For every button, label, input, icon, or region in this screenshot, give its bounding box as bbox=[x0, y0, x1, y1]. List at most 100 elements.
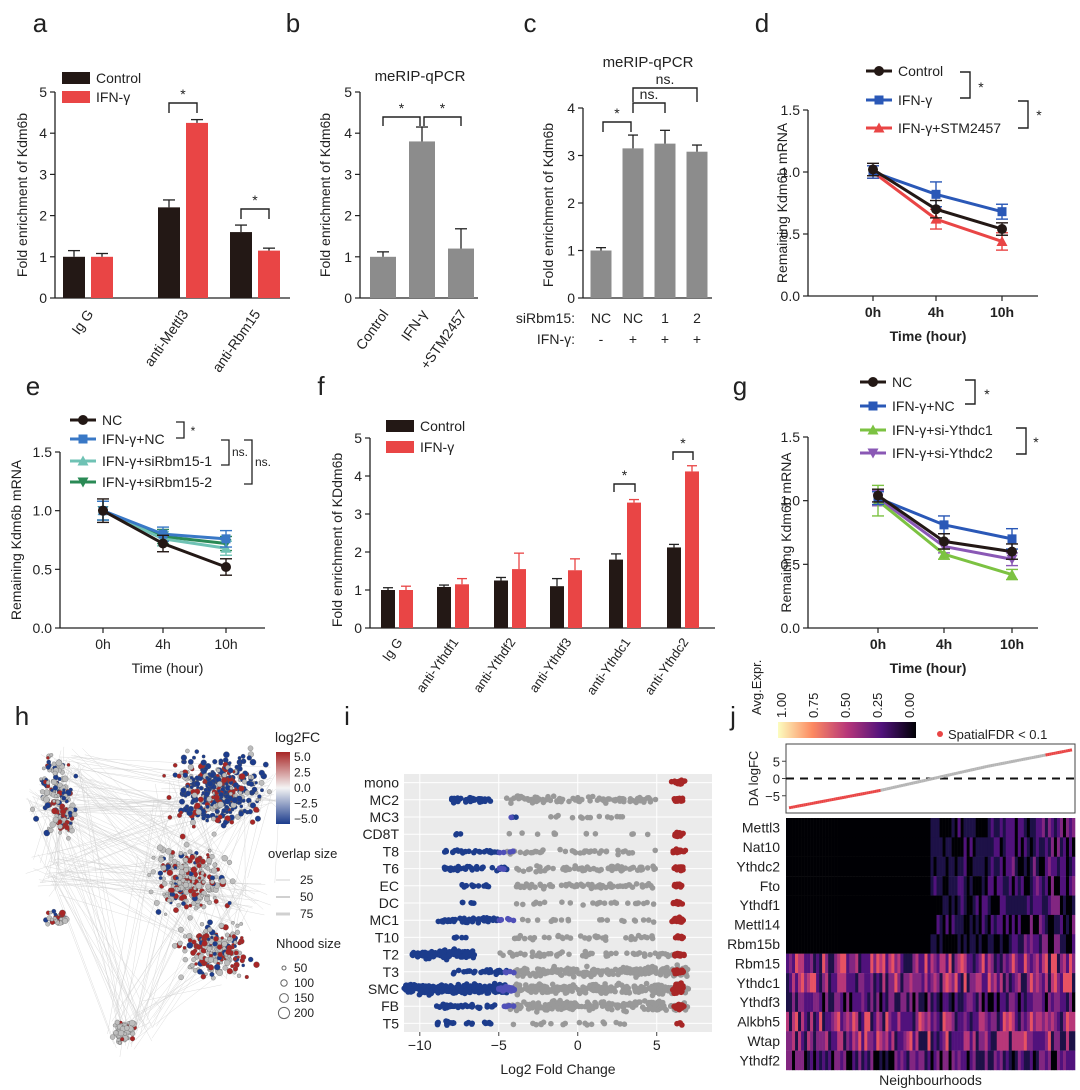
data-point bbox=[651, 865, 657, 871]
graph-node bbox=[224, 959, 231, 966]
heatmap-cell bbox=[960, 837, 964, 857]
graph-node bbox=[168, 856, 174, 862]
data-point bbox=[615, 851, 621, 858]
graph-node bbox=[206, 857, 213, 864]
heatmap-cell bbox=[951, 934, 955, 954]
heatmap-cell bbox=[1065, 856, 1070, 877]
graph-edge bbox=[212, 894, 242, 910]
data-point bbox=[606, 1000, 612, 1007]
graph-node bbox=[177, 886, 181, 891]
graph-node bbox=[194, 802, 201, 809]
heatmap-cell bbox=[1068, 818, 1073, 838]
data-point bbox=[635, 932, 642, 939]
graph-node bbox=[188, 888, 193, 894]
heatmap-cell bbox=[960, 818, 964, 838]
data-point bbox=[472, 988, 478, 995]
heatmap-cell bbox=[810, 876, 814, 896]
heatmap-cell bbox=[801, 895, 805, 916]
heatmap-cell bbox=[996, 818, 1001, 838]
heatmap-cell bbox=[813, 895, 817, 916]
bar bbox=[258, 250, 280, 298]
graph-edge bbox=[51, 878, 115, 1045]
heatmap-cell bbox=[870, 895, 874, 916]
heatmap-cell bbox=[1071, 856, 1076, 877]
graph-node bbox=[71, 811, 78, 818]
graph-node bbox=[205, 866, 211, 871]
data-point bbox=[551, 965, 557, 971]
x-tick-label: Control bbox=[352, 307, 391, 353]
heatmap-cell bbox=[924, 818, 928, 838]
heatmap-cell bbox=[894, 934, 898, 954]
legend-label: IFN-γ+NC bbox=[892, 398, 955, 414]
graph-edge bbox=[244, 780, 246, 897]
legend-marker bbox=[280, 979, 288, 987]
graph-node bbox=[43, 796, 50, 803]
heatmap-cell bbox=[987, 876, 992, 896]
heatmap-cell bbox=[1023, 818, 1028, 838]
y-tick-label: 1.5 bbox=[781, 429, 801, 445]
data-point bbox=[516, 935, 522, 942]
data-point bbox=[604, 1005, 611, 1011]
heatmap-cell bbox=[843, 876, 847, 896]
heatmap-cell bbox=[1029, 818, 1034, 838]
graph-node bbox=[179, 810, 183, 815]
data-point bbox=[931, 189, 941, 199]
graph-node bbox=[153, 900, 160, 906]
heatmap-cell bbox=[984, 876, 988, 896]
heatmap-cell bbox=[804, 895, 808, 916]
graph-node bbox=[187, 758, 194, 765]
significance-label: * bbox=[978, 79, 984, 95]
data-point bbox=[671, 1003, 677, 1010]
legend-swatch bbox=[386, 441, 414, 453]
heatmap-cell bbox=[849, 934, 853, 954]
graph-edge bbox=[31, 801, 169, 807]
data-point bbox=[587, 982, 593, 989]
data-point bbox=[496, 967, 503, 974]
y-tick-label: 1.0 bbox=[781, 164, 801, 180]
graph-node bbox=[182, 882, 189, 888]
data-point bbox=[997, 224, 1007, 235]
data-point bbox=[571, 883, 578, 890]
graph-node bbox=[179, 798, 185, 805]
data-point bbox=[555, 1006, 561, 1012]
heatmap-cell bbox=[1026, 856, 1031, 877]
panel-label: e bbox=[26, 371, 40, 401]
heatmap-cell bbox=[798, 876, 802, 896]
y-tick-label: T6 bbox=[383, 861, 400, 877]
graph-node bbox=[192, 968, 198, 973]
heatmap-cell bbox=[954, 914, 958, 935]
heatmap-cell bbox=[789, 914, 793, 935]
y-axis-label: DA logFC bbox=[746, 751, 761, 807]
heatmap-cell bbox=[807, 837, 811, 857]
data-point bbox=[455, 967, 462, 974]
graph-node bbox=[194, 781, 201, 787]
data-point bbox=[541, 934, 548, 941]
heatmap-cell bbox=[957, 934, 961, 954]
bar bbox=[455, 584, 469, 628]
heatmap-cell bbox=[834, 914, 838, 935]
graph-node bbox=[190, 798, 196, 804]
data-point bbox=[487, 916, 494, 923]
graph-node bbox=[215, 809, 220, 814]
graph-node bbox=[241, 779, 247, 785]
data-point bbox=[519, 883, 525, 890]
y-axis-label: Fold enrichment of Kdm6b bbox=[14, 113, 30, 277]
graph-node bbox=[194, 775, 200, 781]
legend-swatch bbox=[62, 72, 90, 84]
heatmap-cell bbox=[981, 837, 985, 857]
data-point bbox=[581, 970, 588, 976]
heatmap-cell bbox=[882, 818, 886, 838]
heatmap-cell bbox=[858, 818, 862, 838]
heatmap-cell bbox=[966, 876, 970, 896]
y-tick-label: 0 bbox=[567, 290, 575, 306]
heatmap-cell bbox=[837, 837, 841, 857]
graph-node bbox=[41, 766, 46, 771]
graph-node bbox=[209, 854, 215, 860]
data-point bbox=[421, 983, 427, 990]
heatmap-cell bbox=[990, 856, 995, 877]
heatmap-cell bbox=[843, 895, 847, 916]
heatmap-cell bbox=[996, 895, 1001, 916]
heatmap-cell bbox=[1035, 818, 1040, 838]
x-tick-label: 1 bbox=[661, 310, 669, 326]
data-point bbox=[868, 164, 878, 175]
